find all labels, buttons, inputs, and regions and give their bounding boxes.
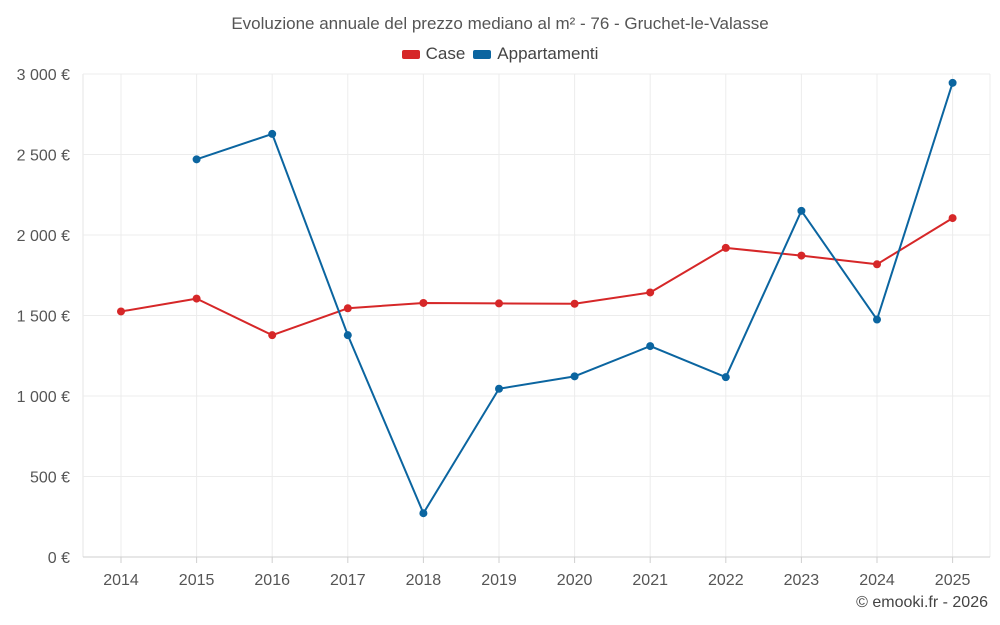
- data-point-appartamenti: [646, 342, 655, 351]
- legend-swatch-case: [401, 49, 420, 59]
- x-tick-label: 2019: [481, 572, 517, 589]
- data-point-appartamenti: [268, 129, 277, 138]
- data-point-appartamenti: [797, 206, 806, 215]
- y-tick-label: 1 000 €: [17, 389, 70, 406]
- y-tick-label: 2 500 €: [17, 148, 70, 165]
- x-tick-label: 2025: [935, 572, 971, 589]
- x-tick-label: 2024: [859, 572, 895, 589]
- data-point-appartamenti: [419, 509, 428, 518]
- data-point-case: [570, 299, 579, 308]
- data-point-appartamenti: [343, 331, 352, 340]
- x-tick-label: 2023: [784, 572, 820, 589]
- data-point-case: [495, 299, 503, 308]
- data-point-case: [117, 307, 125, 316]
- x-tick-label: 2022: [708, 572, 744, 589]
- data-point-appartamenti: [873, 315, 881, 324]
- data-point-case: [797, 251, 806, 260]
- data-point-case: [646, 288, 655, 297]
- x-tick-label: 2016: [254, 572, 290, 589]
- data-point-appartamenti: [948, 78, 957, 87]
- legend-label-appartamenti: Appartamenti: [497, 44, 599, 63]
- data-point-appartamenti: [721, 373, 730, 382]
- y-tick-label: 2 000 €: [17, 228, 70, 245]
- x-tick-label: 2020: [557, 572, 593, 589]
- legend-swatch-appartamenti: [473, 49, 492, 59]
- x-tick-label: 2017: [330, 572, 366, 589]
- chart-title: Evoluzione annuale del prezzo mediano al…: [231, 14, 769, 33]
- legend-item-case[interactable]: Case: [401, 44, 466, 64]
- x-tick-label: 2018: [406, 572, 442, 589]
- y-tick-label: 500 €: [30, 470, 70, 487]
- y-tick-label: 1 500 €: [17, 309, 70, 326]
- x-tick-label: 2014: [103, 572, 139, 589]
- y-tick-label: 3 000 €: [17, 67, 70, 84]
- x-tick-label: 2021: [632, 572, 668, 589]
- data-point-case: [192, 294, 201, 303]
- data-point-appartamenti: [570, 372, 579, 381]
- legend-item-appartamenti[interactable]: Appartamenti: [473, 44, 598, 64]
- x-tick-label: 2015: [179, 572, 215, 589]
- data-point-case: [268, 331, 277, 340]
- data-point-case: [873, 260, 881, 269]
- data-point-appartamenti: [192, 155, 201, 164]
- data-point-appartamenti: [495, 384, 503, 393]
- data-point-case: [419, 298, 428, 307]
- legend: Case Appartamenti: [0, 44, 1000, 64]
- data-point-case: [343, 304, 352, 313]
- y-tick-label: 0 €: [48, 550, 70, 567]
- legend-label-case: Case: [425, 44, 466, 63]
- data-point-case: [721, 243, 730, 252]
- credit-text: © emooki.fr - 2026: [856, 594, 988, 611]
- data-point-case: [948, 214, 957, 223]
- series-line-case: [120, 217, 954, 337]
